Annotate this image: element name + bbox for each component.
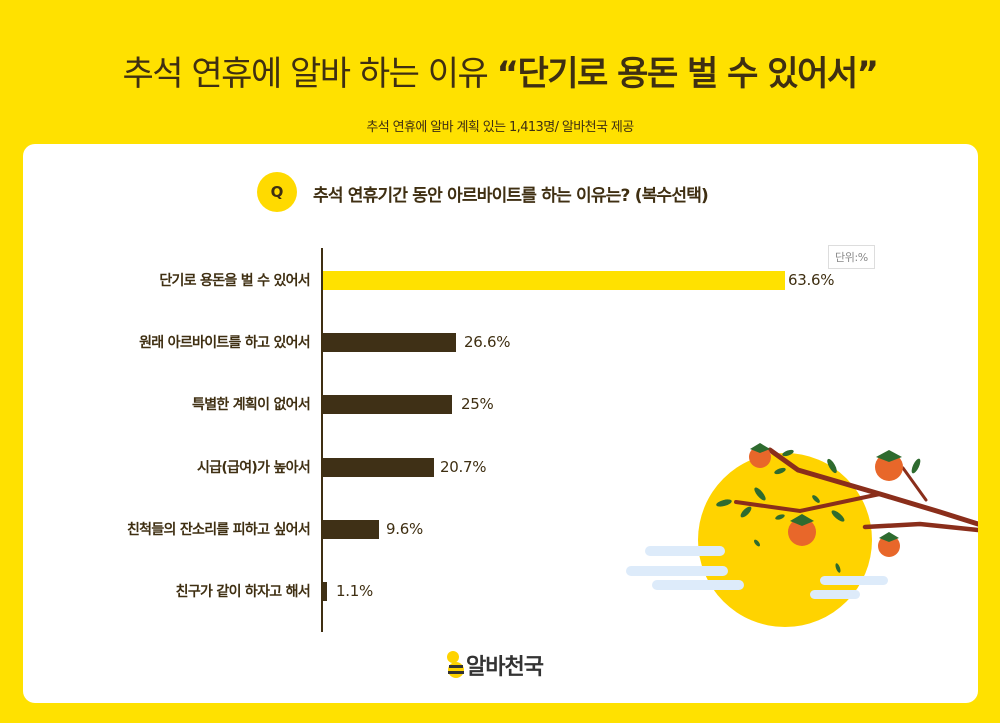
logo-text: 알바천국 [466, 655, 544, 680]
cloud-icon [626, 546, 888, 599]
bar-label: 친구가 같이 하자고 해서 [175, 584, 311, 600]
chart-card: Q 추석 연휴기간 동안 아르바이트를 하는 이유는? (복수선택) 단위:% … [23, 144, 978, 703]
subtitle: 추석 연휴에 알바 계획 있는 1,413명/ 알바천국 제공 [366, 120, 634, 135]
bar-row: 친척들의 잔소리를 피하고 싶어서 9.6% [23, 520, 978, 540]
title-highlight: “단기로 용돈 벌 수 있어서” [496, 54, 879, 94]
bar-label: 친척들의 잔소리를 피하고 싶어서 [126, 522, 311, 538]
bar-row: 시급(급여)가 높아서 20.7% [23, 458, 978, 478]
branch-icon [734, 447, 978, 533]
albacheonguk-logo: 알바천국 [446, 649, 544, 681]
bar-value: 20.7% [440, 458, 487, 476]
moon-persimmon-illustration [626, 443, 978, 627]
bar-label: 특별한 계획이 없어서 [192, 397, 311, 413]
moon-icon [698, 453, 872, 627]
bee-icon [447, 651, 464, 678]
bar-label: 시급(급여)가 높아서 [196, 460, 311, 476]
bar-label: 원래 아르바이트를 하고 있어서 [139, 335, 311, 351]
leaf-icon [716, 449, 921, 573]
bar [323, 520, 379, 539]
bar-value: 25% [461, 395, 494, 413]
question-badge: Q [257, 172, 297, 212]
bar-value: 9.6% [386, 520, 423, 538]
bar-row: 원래 아르바이트를 하고 있어서 26.6% [23, 333, 978, 353]
bar-value: 1.1% [336, 582, 373, 600]
bar-label: 단기로 용돈을 벌 수 있어서 [159, 273, 310, 289]
bar-row: 친구가 같이 하자고 해서 1.1% [23, 582, 978, 602]
y-axis-line [321, 248, 323, 632]
bar [323, 395, 452, 414]
bar-value: 63.6% [788, 271, 835, 289]
title-prefix: 추석 연휴에 알바 하는 이유 [122, 54, 497, 94]
bar [323, 271, 785, 290]
question-text: 추석 연휴기간 동안 아르바이트를 하는 이유는? (복수선택) [313, 186, 709, 206]
bar [323, 333, 456, 352]
bar [323, 458, 434, 477]
page-title: 추석 연휴에 알바 하는 이유 “단기로 용돈 벌 수 있어서” [0, 46, 1000, 95]
unit-label: 단위:% [828, 245, 875, 269]
bar [323, 582, 327, 601]
bar-value: 26.6% [464, 333, 511, 351]
persimmon-icon [749, 443, 903, 557]
bar-row: 특별한 계획이 없어서 25% [23, 395, 978, 415]
bar-row: 단기로 용돈을 벌 수 있어서 63.6% [23, 271, 978, 291]
